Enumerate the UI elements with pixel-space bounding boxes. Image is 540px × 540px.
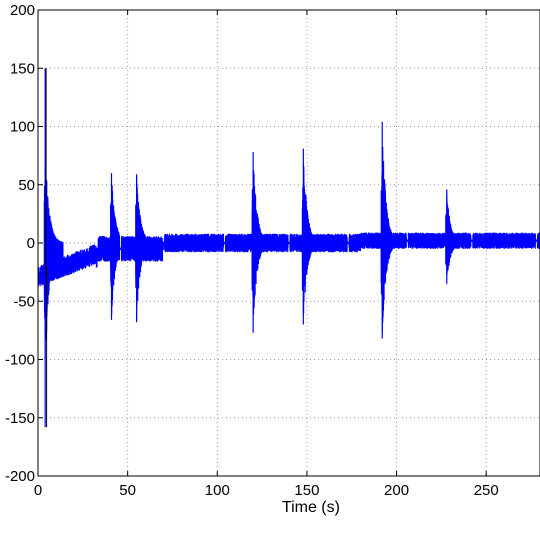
x-tick-label: 200 xyxy=(384,482,409,499)
y-tick-label: -200 xyxy=(5,468,35,485)
series-line xyxy=(37,146,540,361)
y-tick-label: -150 xyxy=(5,410,35,427)
y-tick-label: -50 xyxy=(13,293,35,310)
y-tick-label: -100 xyxy=(5,352,35,369)
y-tick-label: 200 xyxy=(10,2,35,19)
x-tick-label: 250 xyxy=(474,482,499,499)
plot-area xyxy=(37,68,540,428)
y-tick-label: 50 xyxy=(18,177,35,194)
y-tick-label: 0 xyxy=(27,235,35,252)
x-tick-label: 0 xyxy=(34,482,42,499)
x-tick-label: 100 xyxy=(205,482,230,499)
y-tick-label: 150 xyxy=(10,60,35,77)
y-tick-label: 100 xyxy=(10,119,35,136)
x-tick-label: 50 xyxy=(119,482,136,499)
axis-ticks: 0 50 100 150 200 250 200 150 100 50 0 -50 -100 -150 -2… xyxy=(5,2,499,499)
x-axis-label: Time (s) xyxy=(282,499,340,516)
x-tick-label: 150 xyxy=(294,482,319,499)
